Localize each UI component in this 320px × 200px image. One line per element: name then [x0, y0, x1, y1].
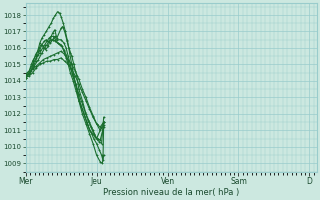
- X-axis label: Pression niveau de la mer( hPa ): Pression niveau de la mer( hPa ): [103, 188, 239, 197]
